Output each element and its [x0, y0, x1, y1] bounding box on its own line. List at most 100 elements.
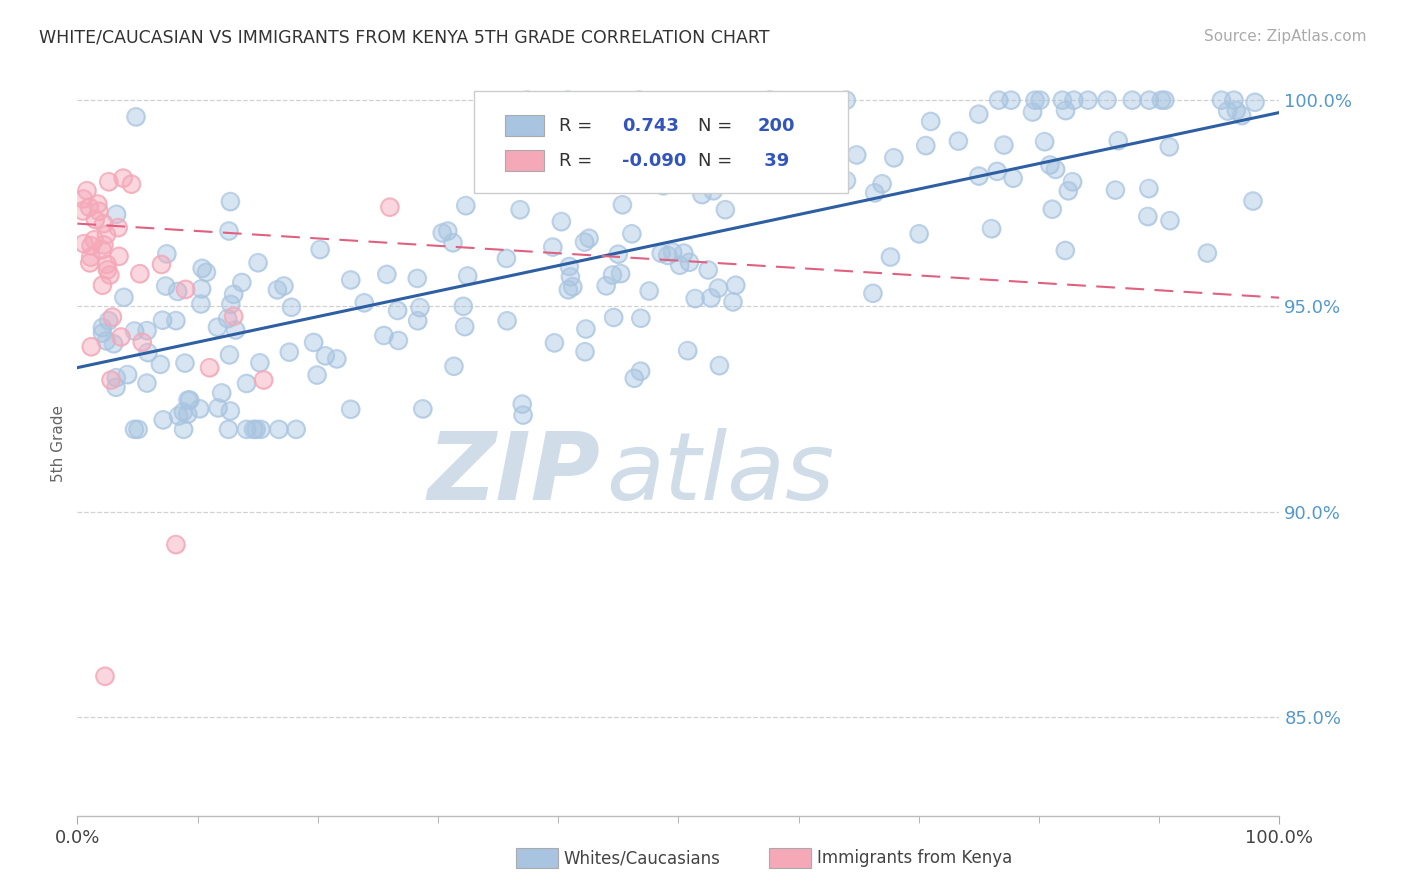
Point — [103, 336, 125, 351]
Point — [112, 171, 135, 186]
Point — [948, 134, 970, 148]
Text: R =: R = — [560, 117, 599, 135]
Point — [1159, 140, 1181, 154]
Point — [967, 169, 990, 183]
Point — [165, 313, 187, 327]
Point — [80, 238, 103, 252]
Point — [105, 370, 128, 384]
Point — [612, 198, 634, 212]
Point — [253, 373, 276, 387]
Point — [630, 311, 652, 326]
Point — [1095, 93, 1118, 107]
Point — [174, 282, 197, 296]
Point — [412, 401, 434, 416]
Point — [207, 401, 229, 415]
Point — [96, 334, 118, 348]
Point — [73, 236, 96, 251]
Point — [628, 93, 651, 107]
Point — [378, 200, 401, 214]
Point — [1136, 210, 1159, 224]
Point — [665, 120, 688, 135]
Point — [1063, 93, 1085, 107]
Point — [967, 169, 990, 183]
Point — [628, 93, 651, 107]
Point — [1107, 134, 1129, 148]
Point — [80, 340, 103, 354]
Point — [218, 224, 240, 238]
Point — [176, 407, 198, 421]
Point — [353, 295, 375, 310]
Point — [73, 236, 96, 251]
Point — [557, 283, 579, 297]
Point — [314, 349, 336, 363]
Point — [914, 138, 936, 153]
Point — [908, 227, 931, 241]
Point — [307, 368, 329, 382]
Point — [176, 407, 198, 421]
Point — [103, 336, 125, 351]
Point — [91, 243, 114, 257]
Point — [630, 364, 652, 378]
Point — [727, 127, 749, 141]
Point — [1057, 184, 1080, 198]
Point — [1159, 213, 1181, 227]
Point — [249, 356, 271, 370]
Point — [672, 246, 695, 260]
Point — [676, 343, 699, 358]
Point — [1136, 210, 1159, 224]
Point — [665, 120, 688, 135]
Point — [124, 422, 146, 436]
Point — [96, 262, 118, 277]
Point — [702, 184, 724, 198]
Point — [96, 262, 118, 277]
Point — [1121, 93, 1143, 107]
Point — [278, 345, 301, 359]
Point — [326, 351, 349, 366]
Point — [235, 376, 257, 391]
Point — [1225, 103, 1247, 118]
Point — [595, 278, 617, 293]
Text: Whites/Caucasians: Whites/Caucasians — [564, 849, 721, 867]
Point — [560, 269, 582, 284]
Point — [496, 314, 519, 328]
Point — [845, 148, 868, 162]
Text: 0.743: 0.743 — [621, 117, 679, 135]
Point — [207, 401, 229, 415]
Point — [835, 174, 858, 188]
Point — [387, 334, 409, 348]
Point — [219, 404, 242, 418]
Point — [721, 294, 744, 309]
Point — [87, 204, 110, 219]
Point — [267, 422, 290, 436]
Point — [510, 397, 533, 411]
Point — [80, 238, 103, 252]
Point — [589, 147, 612, 161]
Point — [1029, 93, 1052, 107]
Point — [375, 268, 398, 282]
Point — [652, 178, 675, 193]
Point — [543, 335, 565, 350]
Point — [222, 287, 245, 301]
Point — [516, 93, 538, 107]
Point — [218, 348, 240, 362]
Point — [541, 240, 564, 254]
Point — [495, 252, 517, 266]
Point — [1225, 103, 1247, 118]
Point — [1197, 246, 1219, 260]
Point — [91, 320, 114, 334]
Point — [1002, 171, 1025, 186]
Point — [661, 245, 683, 260]
Point — [406, 314, 429, 328]
Point — [453, 319, 475, 334]
Text: Source: ZipAtlas.com: Source: ZipAtlas.com — [1204, 29, 1367, 44]
Point — [124, 324, 146, 338]
Point — [602, 310, 624, 325]
Point — [602, 268, 624, 282]
Text: Immigrants from Kenya: Immigrants from Kenya — [817, 849, 1012, 867]
Point — [84, 212, 107, 227]
Point — [682, 136, 704, 150]
Point — [557, 93, 579, 107]
Point — [339, 402, 361, 417]
Point — [173, 422, 195, 436]
Point — [558, 260, 581, 274]
